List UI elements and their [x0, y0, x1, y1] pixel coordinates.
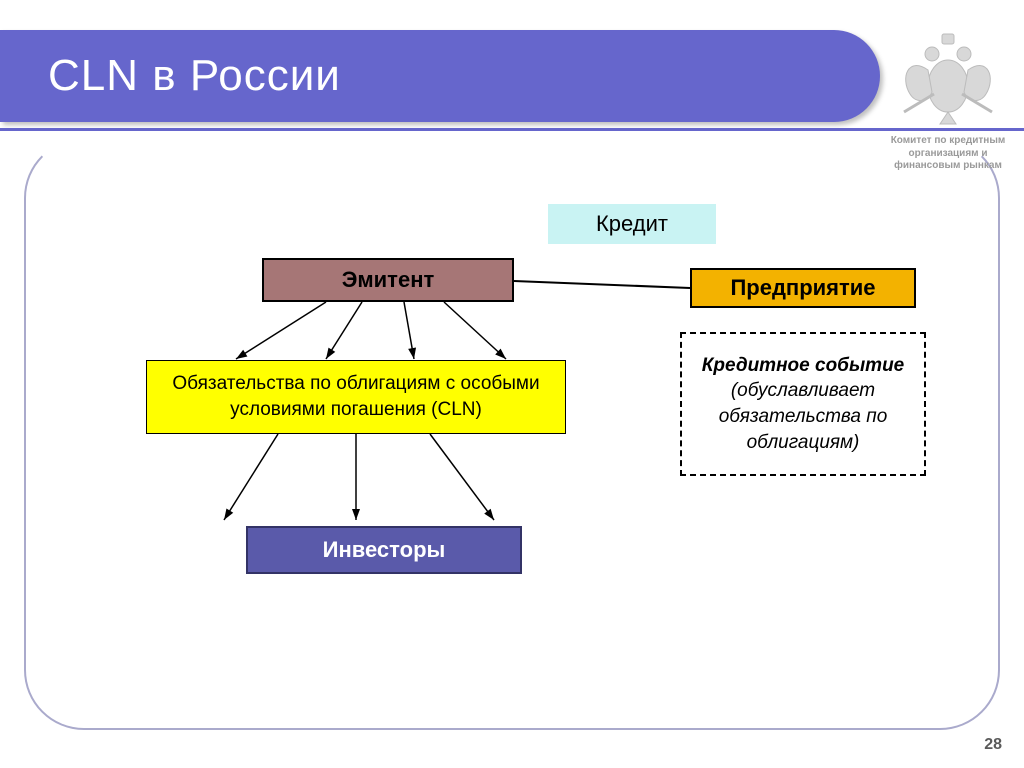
credit-event-title: Кредитное событие — [688, 353, 918, 379]
slide: CLN в России Комитет по кредитным органи… — [0, 0, 1024, 768]
title-underline — [0, 128, 1024, 131]
emblem: Комитет по кредитным организациям и фина… — [878, 28, 1018, 173]
credit-event-sub: (обуславливает обязательства по облигаци… — [688, 378, 918, 455]
node-cln-obligations: Обязательства по облигациям с особыми ус… — [146, 360, 566, 434]
node-investors: Инвесторы — [246, 526, 522, 574]
emitent-text: Эмитент — [342, 267, 435, 293]
investors-text: Инвесторы — [323, 537, 446, 563]
node-credit-label: Кредит — [548, 204, 716, 244]
slide-title: CLN в России — [48, 51, 341, 101]
emblem-caption: Комитет по кредитным организациям и фина… — [878, 135, 1018, 173]
coat-of-arms-icon — [888, 28, 1008, 128]
node-enterprise: Предприятие — [690, 268, 916, 308]
page-number: 28 — [984, 736, 1002, 754]
node-credit-event: Кредитное событие (обуславливает обязате… — [680, 332, 926, 476]
enterprise-text: Предприятие — [730, 275, 875, 301]
cln-text: Обязательства по облигациям с особыми ус… — [157, 371, 555, 422]
node-emitent: Эмитент — [262, 258, 514, 302]
credit-text: Кредит — [596, 211, 668, 237]
title-banner: CLN в России — [0, 30, 880, 122]
